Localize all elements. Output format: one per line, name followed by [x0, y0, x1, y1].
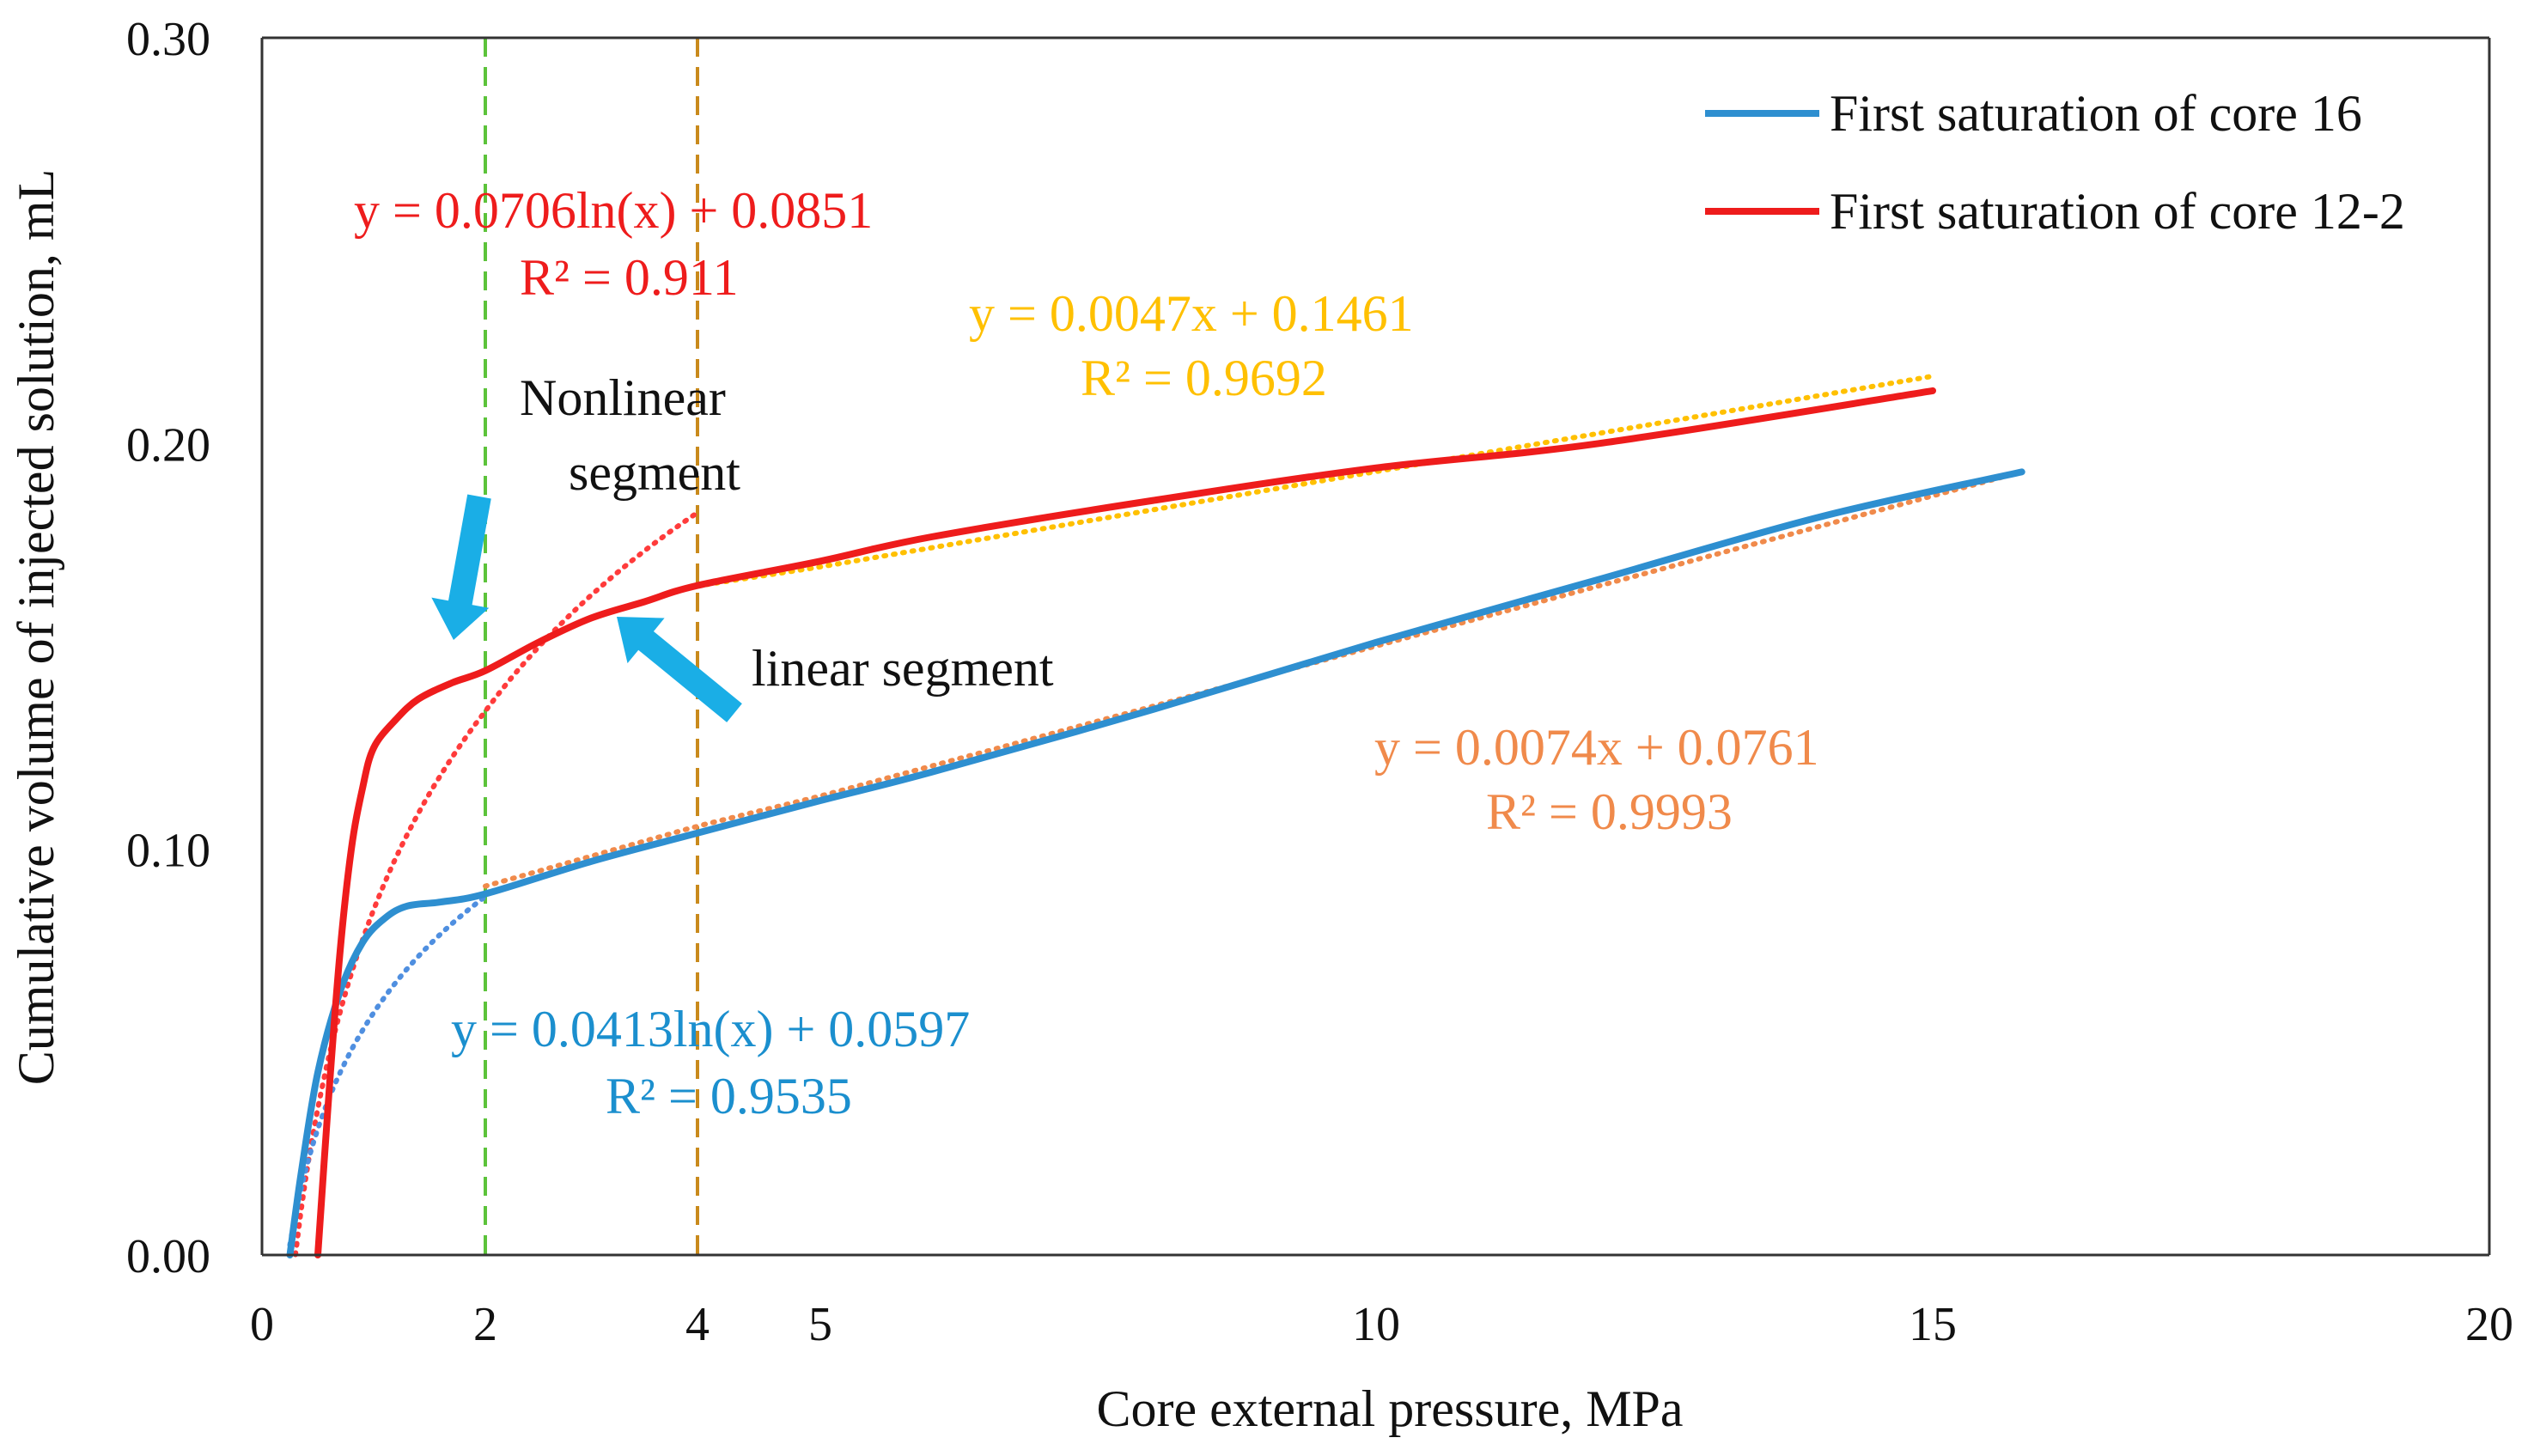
legend-label-core12-2: First saturation of core 12-2 — [1830, 183, 2405, 240]
y-axis-title: Cumulative volume of injected solution, … — [8, 169, 64, 1086]
y-tick-label-0-10: 0.10 — [126, 825, 210, 878]
blue-equation-line: y = 0.0413ln(x) + 0.0597 — [451, 1001, 970, 1057]
x-tick-label-10: 10 — [1352, 1298, 1400, 1351]
arrows — [431, 494, 742, 722]
linear-arrow-shape — [617, 616, 742, 722]
series-line-core12-2 — [314, 387, 1936, 1258]
annotation-linear-segment: linear segment — [752, 640, 1054, 697]
orange-r2: R² = 0.9993 — [1486, 783, 1733, 840]
nonlinear-arrow — [431, 494, 491, 641]
x-axis-title: Core external pressure, MPa — [1096, 1380, 1683, 1437]
annotation-red-equation: y = 0.0706ln(x) + 0.0851 R² = 0.911 — [354, 182, 873, 306]
orange-equation-line: y = 0.0074x + 0.0761 — [1374, 719, 1819, 776]
yellow-equation-line: y = 0.0047x + 0.1461 — [969, 285, 1414, 342]
linear-arrow — [617, 616, 742, 722]
x-tick-label-5: 5 — [808, 1298, 832, 1351]
tick-labels: 0 2 4 5 10 15 20 0.00 0.10 0.20 0.30 — [126, 13, 2513, 1351]
nonlinear-label-line2: segment — [569, 444, 740, 501]
yellow-r2: R² = 0.9692 — [1081, 350, 1327, 406]
red-equation-line: y = 0.0706ln(x) + 0.0851 — [354, 182, 873, 239]
x-tick-label-0: 0 — [250, 1298, 274, 1351]
axes — [260, 36, 2491, 1257]
x-tick-label-20: 20 — [2465, 1298, 2513, 1351]
legend-label-core16: First saturation of core 16 — [1830, 85, 2362, 142]
y-tick-label-0-20: 0.20 — [126, 418, 210, 472]
blue-r2: R² = 0.9535 — [606, 1068, 852, 1124]
trendline-log-0 — [293, 509, 700, 1258]
x-tick-label-15: 15 — [1909, 1298, 1957, 1351]
annotation-yellow-equation: y = 0.0047x + 0.1461 R² = 0.9692 — [969, 285, 1414, 406]
trendline-log-2 — [287, 893, 488, 1248]
annotation-nonlinear-segment: Nonlinear segment — [520, 369, 740, 501]
y-tick-label-0-30: 0.30 — [126, 13, 210, 66]
x-tick-label-2: 2 — [473, 1298, 497, 1351]
series-line-core16 — [286, 468, 2025, 1258]
trendline-linear-1 — [695, 373, 1935, 589]
series-lines — [286, 387, 2025, 1258]
red-r2: R² = 0.911 — [520, 249, 739, 306]
nonlinear-arrow-shape — [431, 494, 491, 641]
y-tick-label-0-00: 0.00 — [126, 1230, 210, 1283]
x-tick-label-4: 4 — [685, 1298, 710, 1351]
legend: First saturation of core 16 First satura… — [1705, 85, 2405, 240]
annotation-blue-equation: y = 0.0413ln(x) + 0.0597 R² = 0.9535 — [451, 1001, 970, 1124]
annotation-orange-equation: y = 0.0074x + 0.0761 R² = 0.9993 — [1374, 719, 1819, 840]
nonlinear-label-line1: Nonlinear — [520, 369, 726, 426]
